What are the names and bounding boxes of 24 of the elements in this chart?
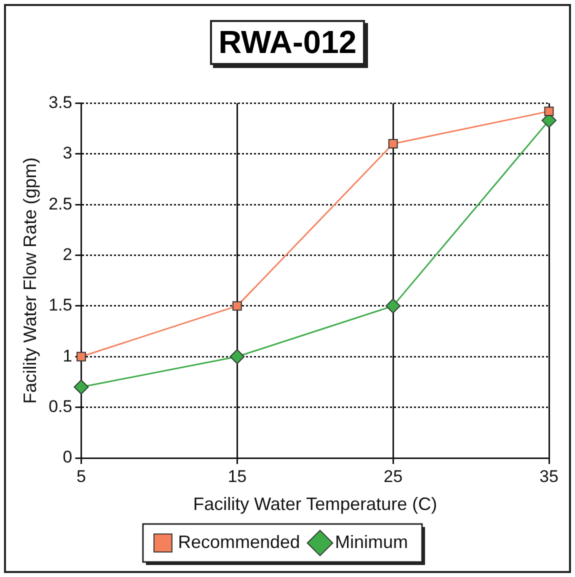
point	[74, 380, 89, 395]
x-tick-label: 25	[384, 466, 403, 486]
point	[230, 349, 245, 364]
y-axis-title: Facility Water Flow Rate (gpm)	[20, 157, 40, 404]
x-tick-label: 5	[76, 466, 86, 486]
point	[388, 139, 398, 148]
chart-title: RWA-012	[210, 20, 365, 65]
y-tick-label: 1	[62, 346, 72, 366]
legend-label: Minimum	[335, 532, 408, 552]
y-tick-label: 2.5	[48, 194, 72, 214]
x-axis-title: Facility Water Temperature (C)	[193, 494, 438, 514]
y-tick-label: 0	[62, 448, 72, 467]
legend-label: Recommended	[178, 532, 300, 552]
point	[544, 106, 554, 116]
y-tick-label: 3	[62, 144, 72, 163]
x-tick-label: 15	[228, 466, 247, 486]
y-tick-label: 0.5	[48, 397, 72, 416]
x-tick-label: 35	[540, 466, 558, 486]
y-tick-label: 3.5	[48, 92, 72, 112]
point	[232, 301, 242, 311]
point	[386, 298, 401, 314]
point	[76, 352, 86, 362]
y-tick-label: 1.5	[48, 296, 72, 315]
y-tick-label: 2	[62, 244, 72, 264]
